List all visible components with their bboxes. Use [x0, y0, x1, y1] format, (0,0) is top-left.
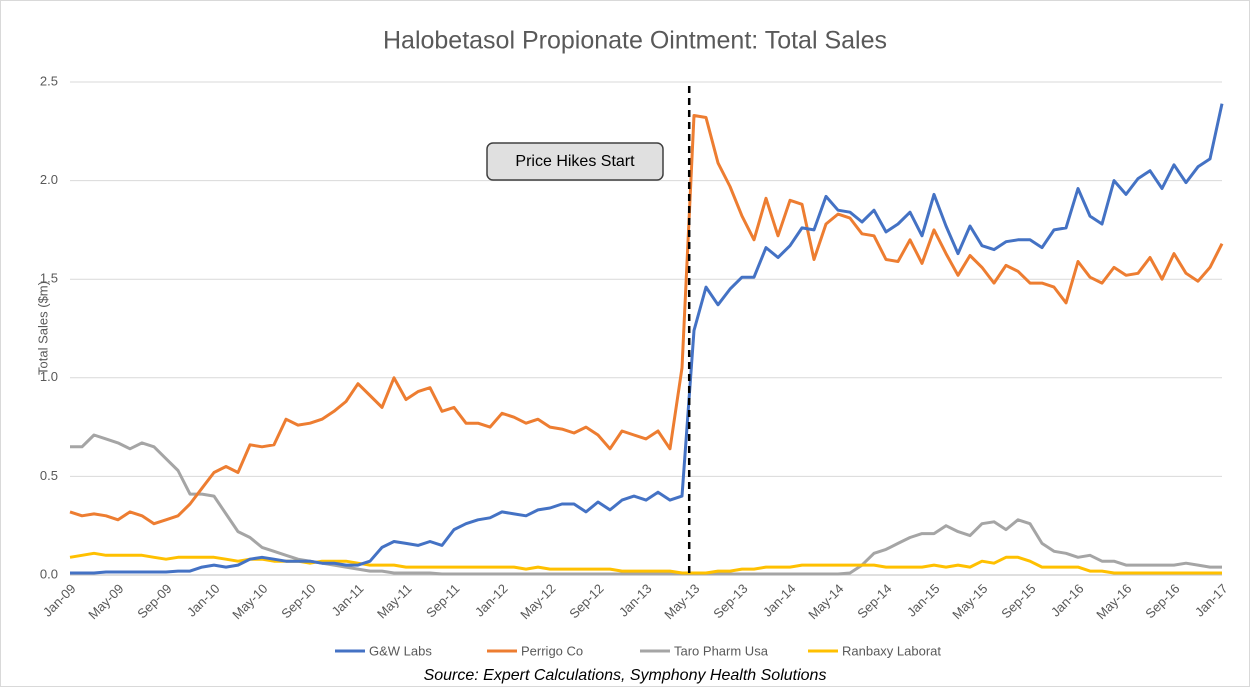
annotation-text: Price Hikes Start [515, 153, 635, 170]
y-tick-label: 2.5 [40, 73, 58, 88]
annotation-box [486, 142, 664, 181]
legend-label: Taro Pharm Usa [674, 643, 769, 658]
y-tick-label: 2.0 [40, 172, 58, 187]
source: Source: Expert Calculations, Symphony He… [424, 667, 827, 684]
legend-label: G&W Labs [369, 643, 432, 658]
legend-label: Perrigo Co [521, 643, 583, 658]
series-line [70, 103, 1224, 575]
y-tick-label: 0.0 [40, 566, 58, 581]
y-tick-label: 1.5 [40, 271, 58, 286]
series-line [69, 114, 1224, 526]
series-line [70, 433, 1222, 576]
y-tick-label: 1.0 [40, 369, 58, 384]
legend-label: Ranbaxy Laborat [842, 643, 941, 658]
y-axis-label: Total Sales ($m) [35, 281, 50, 375]
series-line [69, 551, 1222, 575]
chart-title: Halobetasol Propionate Ointment: Total S… [383, 27, 887, 55]
y-tick-label: 0.5 [40, 468, 58, 483]
